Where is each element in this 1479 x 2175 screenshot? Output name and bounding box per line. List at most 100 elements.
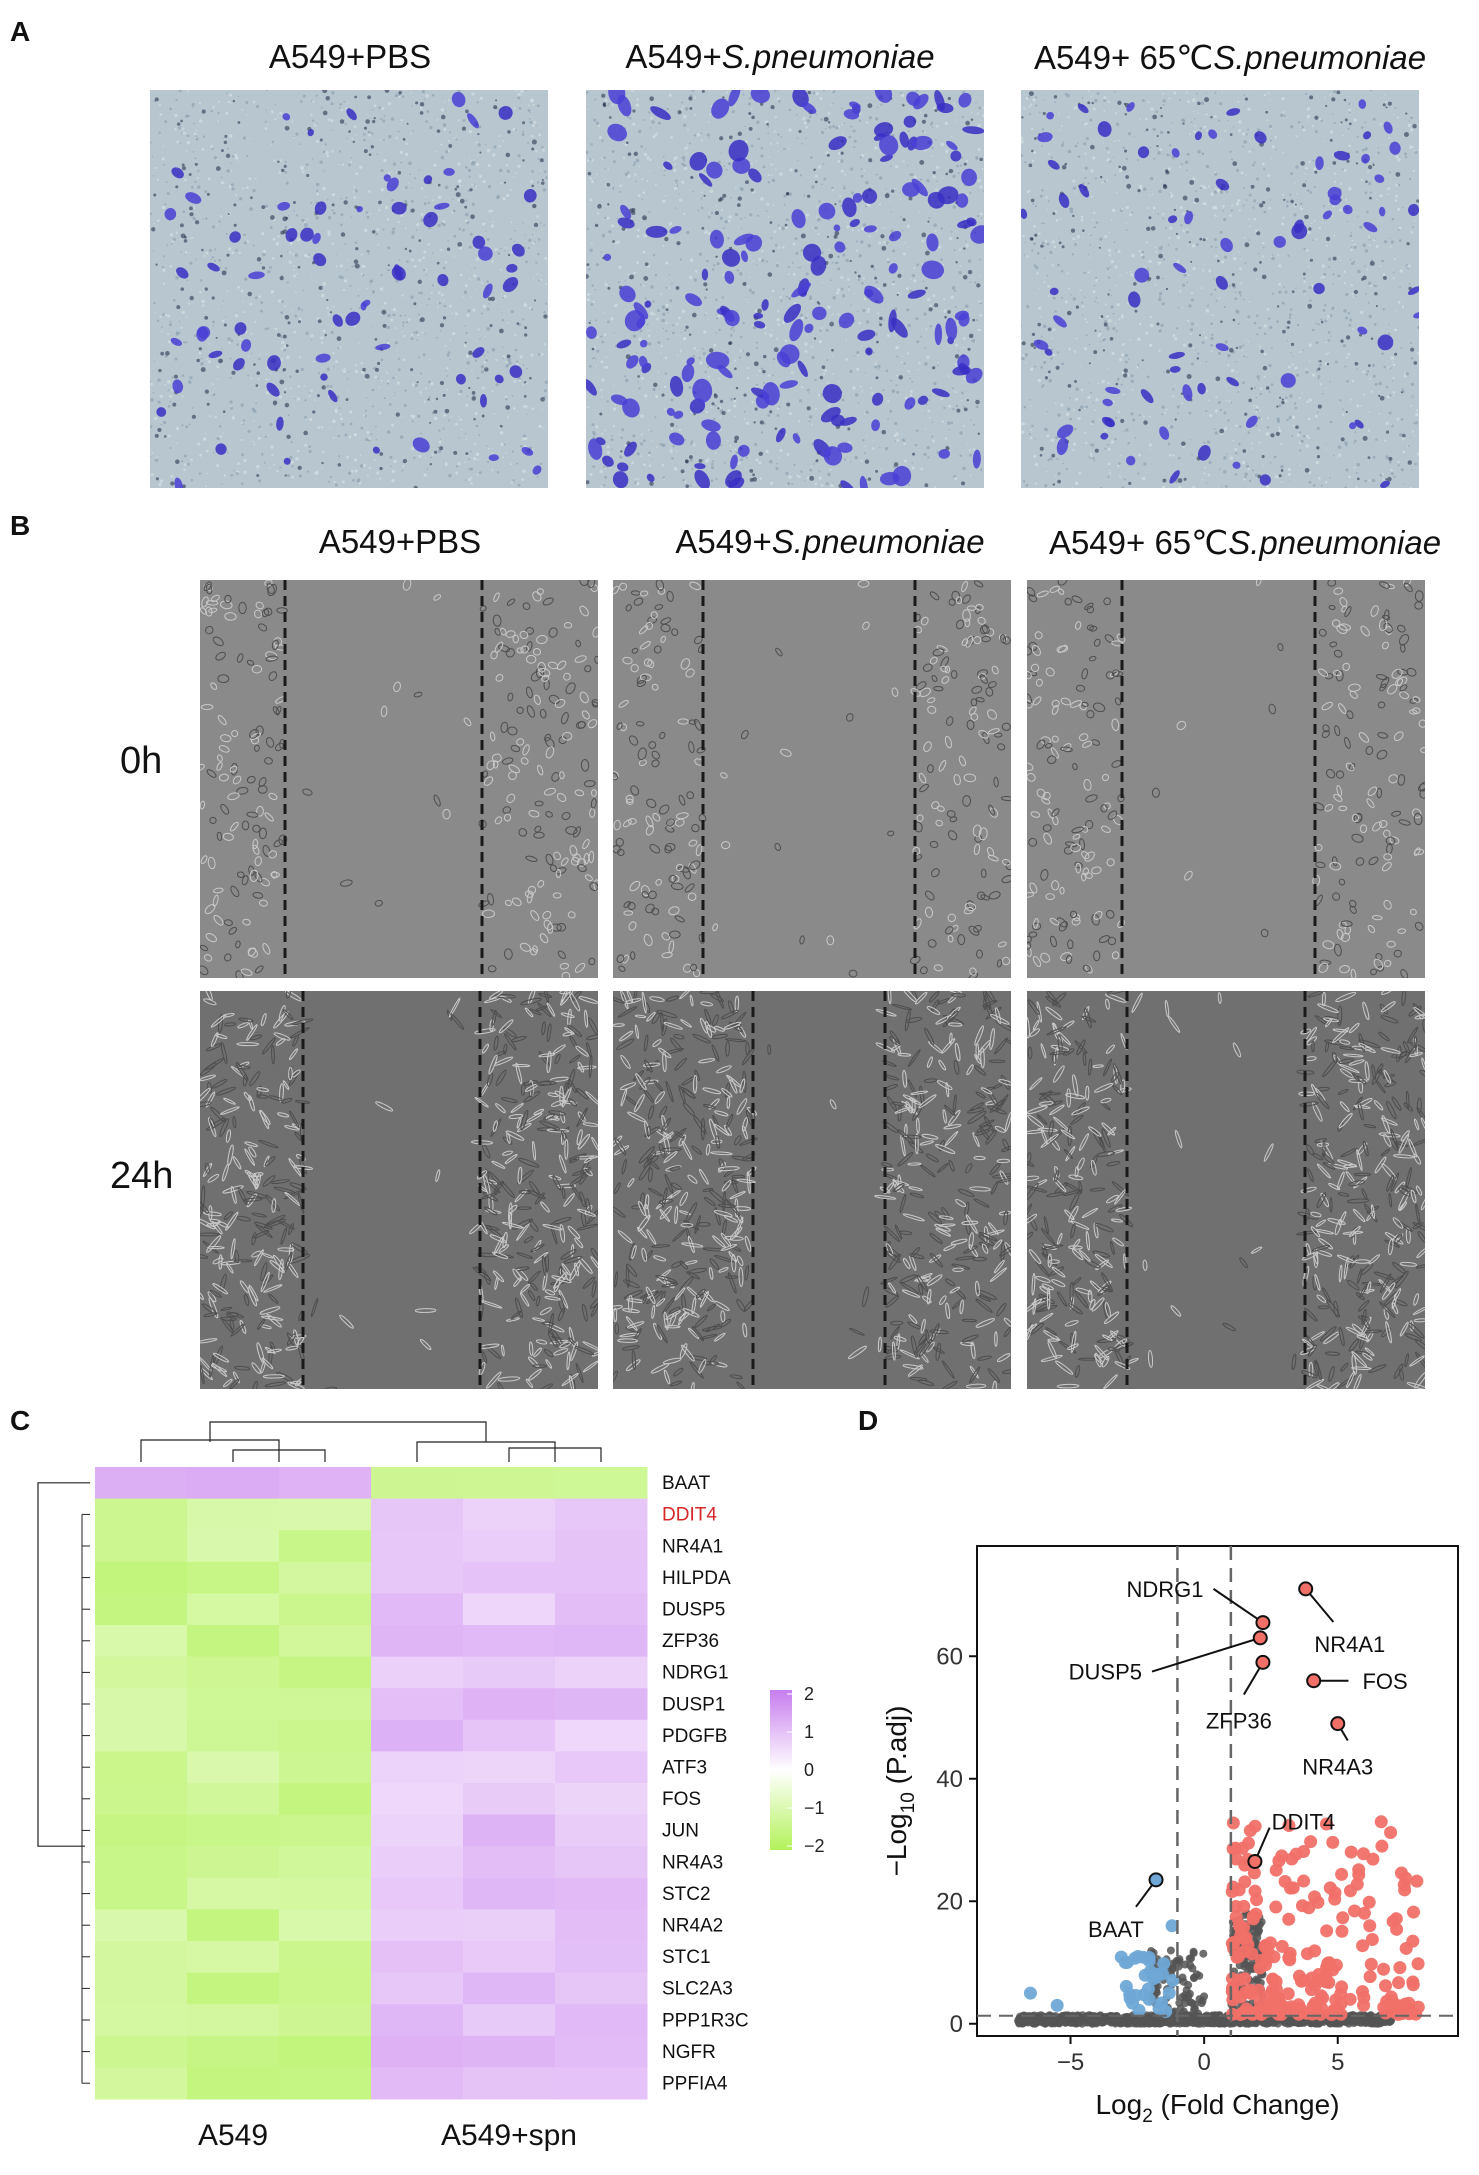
transwell-image-pbs <box>150 90 548 488</box>
scratch-image-heat-spn-24h <box>1027 991 1425 1389</box>
volcano-point <box>1130 2019 1139 2028</box>
scratch-image-pbs-24h <box>200 991 598 1389</box>
volcano-point <box>1282 1819 1296 1833</box>
volcano-point <box>1188 2018 1197 2027</box>
colorbar-tick: 2 <box>804 1684 814 1704</box>
volcano-point <box>1315 2001 1329 2015</box>
heatmap-cell <box>463 1972 556 2005</box>
heatmap-cell <box>187 1467 280 1500</box>
volcano-point <box>1364 2013 1373 2022</box>
gene-label: HILPDA <box>662 1568 731 1589</box>
heatmap-cell <box>371 1467 464 1500</box>
labeled-point <box>1255 1654 1271 1670</box>
volcano-point <box>1344 1845 1358 1859</box>
group-label: A549+spn <box>441 2119 577 2152</box>
x-tick: 0 <box>1197 2049 1210 2076</box>
volcano-point <box>1248 2006 1262 2020</box>
volcano-point <box>1115 2018 1124 2027</box>
heatmap-cell <box>279 1846 372 1879</box>
heatmap-cell <box>463 1498 556 1531</box>
volcano-point <box>1050 1998 1064 2012</box>
heatmap-cell <box>371 1656 464 1689</box>
heatmap-cell <box>95 1909 188 1942</box>
gene-annotation: NDRG1 <box>1126 1577 1203 1602</box>
volcano-point <box>1319 1817 1333 1831</box>
volcano-point <box>1233 2008 1247 2022</box>
volcano-point <box>1336 1911 1350 1925</box>
volcano-point <box>1258 1958 1272 1972</box>
heatmap-cell <box>555 1467 648 1500</box>
colorbar-tick: −1 <box>804 1798 825 1818</box>
volcano-point <box>1316 1991 1330 2005</box>
heatmap-cell <box>187 1877 280 1910</box>
heatmap-cell <box>463 1814 556 1847</box>
volcano-point <box>1166 1973 1180 1987</box>
panel-c-label: C <box>10 1405 31 1436</box>
volcano-point <box>1284 2017 1293 2026</box>
labeled-point <box>1298 1581 1314 1597</box>
volcano-point <box>1123 2019 1132 2028</box>
volcano-point <box>1398 1997 1412 2011</box>
heatmap-cell <box>463 1783 556 1816</box>
title-plain: A549+PBS <box>268 38 432 75</box>
volcano-point <box>1184 1981 1193 1990</box>
volcano-point <box>1322 1956 1336 1970</box>
gene-label: STC1 <box>662 1947 711 1968</box>
heatmap-cell <box>371 1530 464 1563</box>
volcano-point <box>1247 1866 1261 1880</box>
volcano-point <box>1229 1910 1243 1924</box>
heatmap: BAAT DDIT4 NR4A1 HILPDA DUSP5 ZFP36 NDRG1 DUSP1… <box>37 1421 825 2152</box>
heatmap-cell <box>187 1846 280 1879</box>
title-plain: A549+ 65℃ <box>1033 39 1214 76</box>
heatmap-cell <box>463 1909 556 1942</box>
gene-annotation: NR4A1 <box>1314 1632 1385 1657</box>
volcano-point <box>1292 1969 1306 1983</box>
heatmap-cell <box>463 1751 556 1784</box>
volcano-point <box>1023 1986 1037 2000</box>
volcano-point <box>1180 2016 1189 2025</box>
heatmap-cell <box>371 2067 464 2100</box>
heatmap-cell <box>279 1783 372 1816</box>
heatmap-cell <box>555 1593 648 1626</box>
heatmap-cell <box>187 2004 280 2037</box>
volcano-point <box>1102 2016 1111 2025</box>
volcano-point <box>1142 1950 1156 1964</box>
heatmap-cell <box>95 1846 188 1879</box>
volcano-point <box>1315 2019 1324 2028</box>
heatmap-cell <box>555 2067 648 2100</box>
heatmap-cell <box>555 2035 648 2068</box>
volcano-point <box>1114 1950 1128 1964</box>
heatmap-cell <box>279 1656 372 1689</box>
volcano-point <box>1300 1947 1314 1961</box>
heatmap-cell <box>95 1561 188 1594</box>
heatmap-cell <box>95 1625 188 1658</box>
heatmap-cell <box>555 1530 648 1563</box>
volcano-point <box>1363 1919 1377 1933</box>
gene-label: PPP1R3C <box>662 2010 749 2031</box>
x-tick: 5 <box>1331 2049 1344 2076</box>
volcano-point <box>1186 1961 1195 1970</box>
heatmap-cell <box>555 1972 648 2005</box>
heatmap-cell <box>463 1941 556 1974</box>
heatmap-cell <box>95 1498 188 1531</box>
heatmap-cell <box>187 1530 280 1563</box>
volcano-point <box>1016 2015 1025 2024</box>
heatmap-cell <box>187 2067 280 2100</box>
labeled-point <box>1306 1673 1322 1689</box>
volcano-point <box>1238 1875 1252 1889</box>
title-italic: S.pneumoniae <box>1213 39 1427 76</box>
heatmap-cell <box>463 2067 556 2100</box>
volcano-point <box>1269 1863 1283 1877</box>
heatmap-cell <box>371 1783 464 1816</box>
volcano-point <box>1234 1990 1248 2004</box>
volcano-point <box>1377 1962 1391 1976</box>
heatmap-cell <box>279 2004 372 2037</box>
heatmap-cell <box>279 1498 372 1531</box>
heatmap-cell <box>95 1941 188 1974</box>
heatmap-cell <box>95 1656 188 1689</box>
volcano-point <box>1320 1924 1334 1938</box>
heatmap-cell <box>463 1877 556 1910</box>
labeled-point <box>1247 1853 1263 1869</box>
volcano-point <box>1392 1976 1406 1990</box>
panel-a-title-1: A549+PBS <box>150 38 550 76</box>
